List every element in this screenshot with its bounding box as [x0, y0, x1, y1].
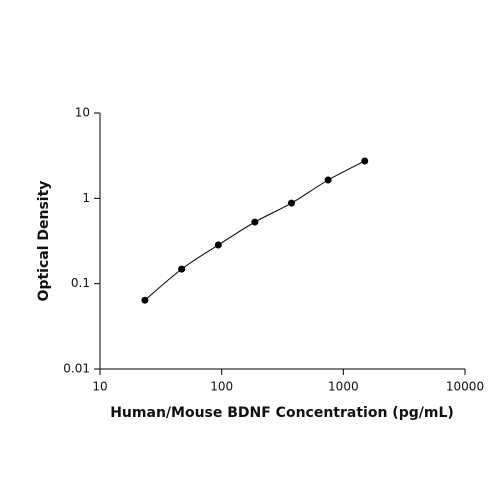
- data-point: [288, 199, 296, 207]
- x-axis-title: Human/Mouse BDNF Concentration (pg/mL): [110, 405, 454, 421]
- data-point: [251, 218, 259, 226]
- data-point: [214, 241, 222, 249]
- x-tick-label: 10: [92, 380, 107, 394]
- y-tick-label: 1: [82, 191, 90, 205]
- y-tick-label: 10: [75, 106, 90, 120]
- data-point: [361, 157, 369, 165]
- y-tick-label: 0.1: [71, 276, 90, 290]
- fit-curve: [144, 160, 365, 301]
- y-tick-label: 0.01: [63, 362, 90, 376]
- data-point: [141, 296, 149, 304]
- x-tick-label: 1000: [328, 380, 359, 394]
- x-tick-label: 10000: [446, 380, 484, 394]
- data-point: [178, 265, 186, 273]
- x-tick-label: 100: [210, 380, 233, 394]
- y-axis-title: Optical Density: [36, 181, 52, 302]
- data-point: [324, 176, 332, 184]
